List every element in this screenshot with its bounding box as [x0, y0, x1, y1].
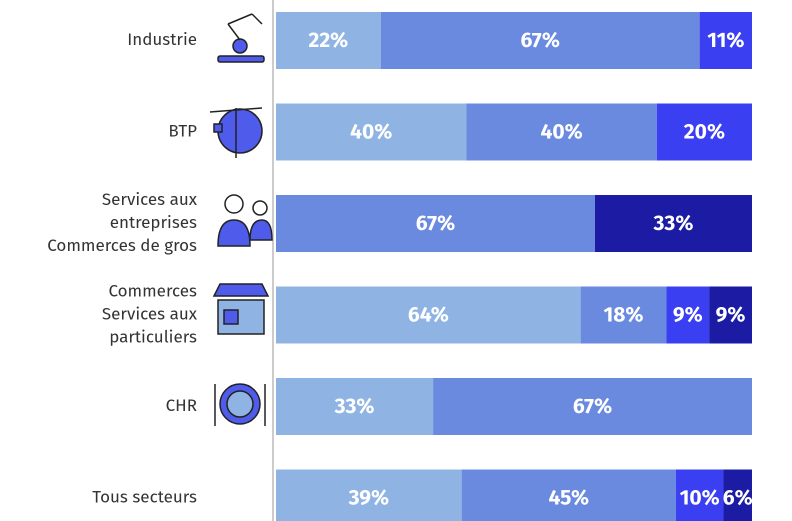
category-label: Tous secteurs: [92, 486, 197, 507]
bar-segment: [276, 469, 462, 521]
value-label: 33%: [653, 210, 694, 236]
bar-segment: [380, 12, 700, 69]
crane-icon: [209, 107, 263, 158]
value-label: 11%: [707, 27, 744, 53]
plate-icon: [214, 383, 266, 426]
people-icon: [217, 194, 273, 247]
bar-segment: [461, 469, 676, 521]
value-label: 45%: [548, 485, 589, 511]
bar-segment: [433, 378, 752, 435]
shop-icon: [212, 283, 270, 335]
value-label: 64%: [408, 302, 449, 328]
value-label: 67%: [573, 393, 612, 419]
category-label: entreprises: [110, 212, 197, 233]
category-label: Services aux: [102, 303, 198, 324]
bar-segment: [699, 12, 752, 69]
bar-segment: [656, 103, 752, 161]
value-label: 67%: [416, 210, 455, 236]
icons: [209, 13, 273, 426]
bar-segment: [276, 378, 434, 435]
value-label: 6%: [723, 485, 753, 511]
value-label: 20%: [684, 119, 725, 145]
bar-segment: [276, 103, 467, 161]
value-label: 18%: [603, 302, 643, 328]
bar-segment: [666, 286, 710, 344]
category-label: BTP: [168, 120, 197, 141]
category-label: CHR: [166, 395, 197, 416]
category-label: Commerces de gros: [47, 235, 197, 256]
bar-segment: [580, 286, 667, 344]
value-label: 39%: [348, 485, 390, 511]
bar-segment: [276, 195, 595, 252]
value-label: 33%: [334, 393, 375, 419]
bar-segment: [675, 469, 724, 521]
category-label: particuliers: [109, 326, 197, 347]
value-label: 9%: [716, 302, 746, 328]
bar-segment: [709, 286, 752, 344]
value-label: 67%: [520, 27, 559, 53]
category-label: Commerces: [108, 280, 197, 301]
bar-segment: [276, 12, 381, 69]
value-label: 10%: [680, 485, 720, 511]
robot-icon: [217, 13, 265, 63]
value-label: 9%: [673, 302, 703, 328]
bar-segment: [466, 103, 657, 161]
bar-segment: [594, 195, 752, 252]
value-label: 40%: [540, 119, 582, 145]
value-label: 40%: [350, 119, 392, 145]
category-label: Services aux: [102, 189, 198, 210]
bar-segment: [276, 286, 581, 344]
value-label: 22%: [308, 27, 348, 53]
bar-segment: [723, 469, 752, 521]
category-label: Industrie: [127, 29, 197, 50]
